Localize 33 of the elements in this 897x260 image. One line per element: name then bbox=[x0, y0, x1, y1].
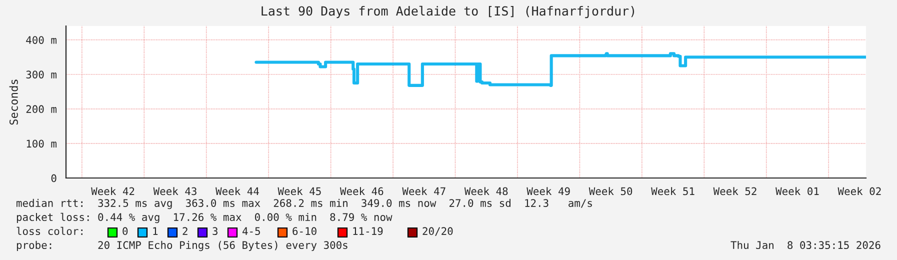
x-tick-label: Week 02 bbox=[838, 187, 881, 196]
y-tick-label: 400 m bbox=[26, 36, 56, 44]
x-tick-label: Week 45 bbox=[278, 187, 321, 196]
x-tick-label: Week 48 bbox=[464, 187, 508, 196]
text: 20/20 bbox=[422, 227, 453, 236]
text: 1 bbox=[153, 227, 158, 235]
text: 4-5 bbox=[242, 227, 260, 236]
text: 6-10 bbox=[292, 227, 316, 236]
y-tick-label: 100 m bbox=[26, 140, 56, 148]
y-tick-label: 0 bbox=[51, 174, 56, 182]
text: 11-19 bbox=[353, 227, 383, 236]
y-axis-title: Seconds bbox=[9, 80, 18, 125]
text: 3 bbox=[212, 227, 218, 236]
x-tick-label: Week 44 bbox=[216, 187, 259, 196]
y-tick-label: 300 m bbox=[26, 70, 56, 78]
text: packet loss: 0.44 % avg 17.26 % max 0.00 % min 8.79 % now bbox=[16, 212, 392, 224]
text: 2 bbox=[182, 227, 188, 235]
text: loss color: bbox=[16, 226, 82, 236]
x-tick-label: Week 43 bbox=[153, 187, 196, 196]
x-tick-label: Week 50 bbox=[588, 187, 632, 196]
x-tick-label: Week 52 bbox=[713, 187, 756, 196]
x-tick-label: Week 46 bbox=[340, 187, 384, 196]
text: median rtt: 332.5 ms avg 363.0 ms max 268.2 ms min 349.0 ms now 27.0 ms sd 12.3 am/s bbox=[16, 198, 592, 210]
x-tick-label: Week 49 bbox=[526, 187, 570, 196]
text: probe: 20 ICMP Echo Pings (56 Bytes) every 300s bbox=[16, 240, 348, 252]
x-tick-label: Week 47 bbox=[402, 187, 446, 196]
chart-title: Last 90 Days from Adelaide to [IS] (Hafnarfjordur) bbox=[262, 6, 634, 18]
y-tick-label: 200 m bbox=[26, 105, 56, 114]
x-tick-label: Week 42 bbox=[91, 187, 134, 196]
text: 0 bbox=[122, 227, 128, 236]
x-tick-label: Week 01 bbox=[776, 187, 819, 196]
text: Thu Jan 8 03:35:15 2026 bbox=[730, 240, 880, 250]
x-tick-label: Week 51 bbox=[651, 187, 694, 196]
